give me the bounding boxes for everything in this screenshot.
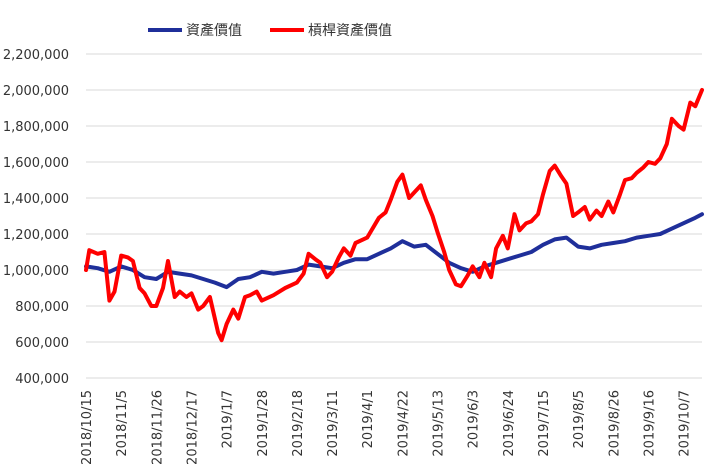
y-axis-tick-labels: 400,000 600,000 800,000 1,000,000 1,200,000 1…	[3, 48, 69, 387]
series-line-leveraged-asset-value	[84, 88, 704, 343]
x-tick-label: 2019/6/3	[467, 390, 482, 448]
x-tick-label: 2019/5/13	[432, 390, 447, 457]
series-line-asset-value	[84, 212, 704, 290]
x-tick-label: 2018/11/26	[150, 390, 165, 465]
x-tick-label: 2019/7/15	[537, 390, 552, 457]
legend-entry-leveraged-asset-value: 槓桿資產價值	[270, 22, 392, 39]
x-tick-label: 2018/10/15	[80, 390, 95, 465]
x-tick-label: 2019/4/1	[361, 390, 376, 448]
x-tick-label: 2019/10/7	[678, 390, 693, 457]
y-tick-label: 1,200,000	[3, 228, 69, 243]
y-tick-label: 400,000	[15, 372, 69, 387]
legend-label-asset-value: 資產價值	[186, 22, 242, 39]
legend: 資產價值 槓桿資產價值	[148, 22, 392, 39]
y-tick-label: 800,000	[15, 300, 69, 315]
x-tick-label: 2018/12/17	[186, 390, 201, 465]
x-tick-label: 2019/3/11	[326, 390, 341, 457]
legend-label-leveraged-asset-value: 槓桿資產價值	[308, 22, 392, 39]
legend-entry-asset-value: 資產價值	[148, 22, 242, 39]
y-tick-label: 1,600,000	[3, 156, 69, 171]
y-tick-label: 1,000,000	[3, 264, 69, 279]
y-tick-label: 1,400,000	[3, 192, 69, 207]
y-tick-label: 600,000	[15, 336, 69, 351]
x-tick-label: 2019/4/22	[396, 390, 411, 457]
x-tick-label: 2018/11/5	[115, 390, 130, 457]
x-tick-label: 2019/8/26	[607, 390, 622, 457]
x-axis-tick-labels: 2018/10/15 2018/11/5 2018/11/26 2018/12/17 2…	[80, 390, 693, 465]
series-lines	[84, 88, 704, 343]
x-tick-label: 2019/8/5	[572, 390, 587, 448]
x-tick-label: 2019/2/18	[291, 390, 306, 457]
y-tick-label: 2,200,000	[3, 48, 69, 63]
gridlines	[86, 53, 702, 379]
y-tick-label: 1,800,000	[3, 120, 69, 135]
x-tick-label: 2019/1/7	[221, 390, 236, 448]
y-tick-label: 2,000,000	[3, 84, 69, 99]
x-tick-label: 2019/6/24	[502, 390, 517, 457]
x-tick-label: 2019/9/16	[642, 390, 657, 457]
x-tick-label: 2019/1/28	[256, 390, 271, 457]
